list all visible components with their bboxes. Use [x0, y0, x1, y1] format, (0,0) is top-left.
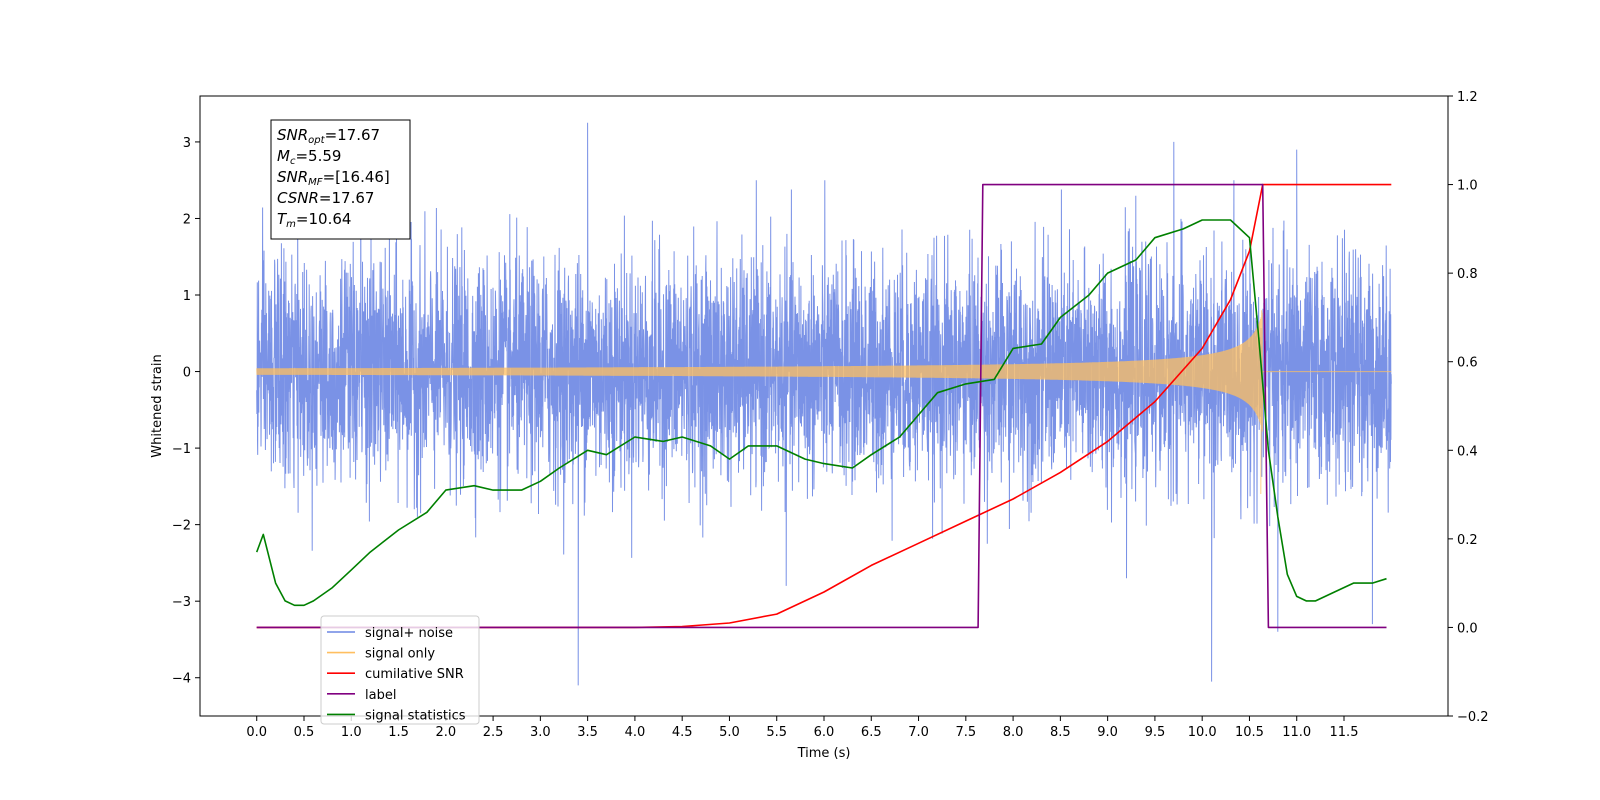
stats-annotation-box: SNRopt=17.67Mc=5.59SNRMF=[16.46]CSNR=17.…: [270, 119, 411, 240]
series-label: [256, 183, 1387, 629]
x-tick-label: 4.5: [672, 725, 693, 740]
annotation-symbol: SNR: [277, 126, 308, 144]
y2-tick-label: 1.0: [1457, 179, 1478, 194]
legend: signal+ noise signal only cumilative SNR la…: [320, 615, 480, 725]
x-tick-label: 10.5: [1235, 725, 1264, 740]
annotation-line: SNRMF=[16.46]: [277, 168, 390, 188]
x-tick-label: 5.0: [719, 725, 740, 740]
annotation-value: =17.67: [319, 189, 375, 207]
series-cumilative-snr: [256, 183, 1392, 629]
legend-label: signal only: [365, 647, 435, 662]
y-tick-label: 0: [183, 366, 191, 381]
y2-axis-ticks: −0.2 0.0 0.2 0.4 0.6 0.8 1.0 1.2: [1448, 90, 1489, 725]
annotation-symbol: M: [277, 147, 290, 165]
y2-tick-label: 0.4: [1457, 444, 1478, 459]
legend-frame: [320, 615, 480, 725]
x-tick-label: 9.5: [1145, 725, 1166, 740]
x-tick-label: 11.5: [1330, 725, 1359, 740]
series-signal-only: [256, 310, 1392, 495]
annotation-frame: [270, 119, 411, 240]
x-tick-label: 11.0: [1282, 725, 1311, 740]
y2-tick-label: 0.6: [1457, 356, 1478, 371]
y-tick-label: 3: [183, 136, 191, 151]
annotation-line: CSNR=17.67: [277, 189, 374, 207]
annotation-symbol: CSNR: [277, 189, 319, 207]
y2-tick-label: 0.0: [1457, 621, 1478, 636]
y-axis-ticks: −4 −3 −2 −1 0 1 2 3: [172, 136, 200, 687]
x-tick-label: 6.5: [861, 725, 882, 740]
y2-tick-label: 0.2: [1457, 533, 1478, 548]
annotation-line: SNRopt=17.67: [277, 126, 380, 146]
series-signal-statistics: [255, 219, 1387, 607]
x-tick-label: 3.0: [530, 725, 551, 740]
y-tick-label: −3: [172, 595, 191, 610]
x-tick-label: 10.0: [1188, 725, 1217, 740]
x-tick-label: 1.5: [388, 725, 409, 740]
x-tick-label: 7.5: [955, 725, 976, 740]
annotation-line: Mc=5.59: [277, 147, 341, 167]
annotation-symbol: SNR: [277, 168, 308, 186]
y-tick-label: −4: [172, 672, 191, 687]
y-axis-label: Whitened strain: [150, 354, 165, 457]
y2-tick-label: 0.8: [1457, 267, 1478, 282]
x-axis-ticks: 0.0 0.5 1.0 1.5 2.0 2.5 3.0 3.5 4.0 4.5 5.0 5.5 6.0 6…: [246, 716, 1358, 740]
annotation-symbol: T: [277, 210, 288, 228]
annotation-subscript: m: [286, 219, 296, 230]
y-tick-label: −2: [172, 519, 191, 534]
annotation-subscript: opt: [308, 135, 325, 146]
x-tick-label: 8.5: [1050, 725, 1071, 740]
x-tick-label: 2.0: [435, 725, 456, 740]
y-tick-label: −1: [172, 442, 191, 457]
x-tick-label: 0.5: [294, 725, 315, 740]
annotation-value: =17.67: [325, 126, 381, 144]
x-tick-label: 5.5: [766, 725, 787, 740]
plot-area: [255, 122, 1392, 686]
y-tick-label: 1: [183, 289, 191, 304]
x-axis-label: Time (s): [797, 746, 851, 761]
legend-label: signal statistics: [365, 708, 466, 723]
x-tick-label: 3.5: [577, 725, 598, 740]
x-tick-label: 9.0: [1097, 725, 1118, 740]
x-tick-label: 2.5: [483, 725, 504, 740]
x-tick-label: 7.0: [908, 725, 929, 740]
x-tick-label: 0.0: [246, 725, 267, 740]
y2-tick-label: 1.2: [1457, 90, 1478, 105]
x-tick-label: 4.0: [625, 725, 646, 740]
annotation-value: =10.64: [296, 210, 352, 228]
annotation-line: Tm=10.64: [277, 210, 351, 230]
x-tick-label: 6.0: [814, 725, 835, 740]
annotation-value: =[16.46]: [323, 168, 390, 186]
legend-label: cumilative SNR: [365, 667, 464, 682]
x-tick-label: 1.0: [341, 725, 362, 740]
annotation-subscript: c: [290, 156, 296, 167]
legend-label: label: [365, 688, 396, 703]
annotation-value: =5.59: [295, 147, 341, 165]
legend-label: signal+ noise: [365, 626, 453, 641]
x-tick-label: 8.0: [1003, 725, 1024, 740]
annotation-subscript: MF: [308, 177, 323, 188]
right-axis-series: [255, 183, 1392, 629]
y-tick-label: 2: [183, 212, 191, 227]
y2-tick-label: −0.2: [1457, 710, 1489, 725]
